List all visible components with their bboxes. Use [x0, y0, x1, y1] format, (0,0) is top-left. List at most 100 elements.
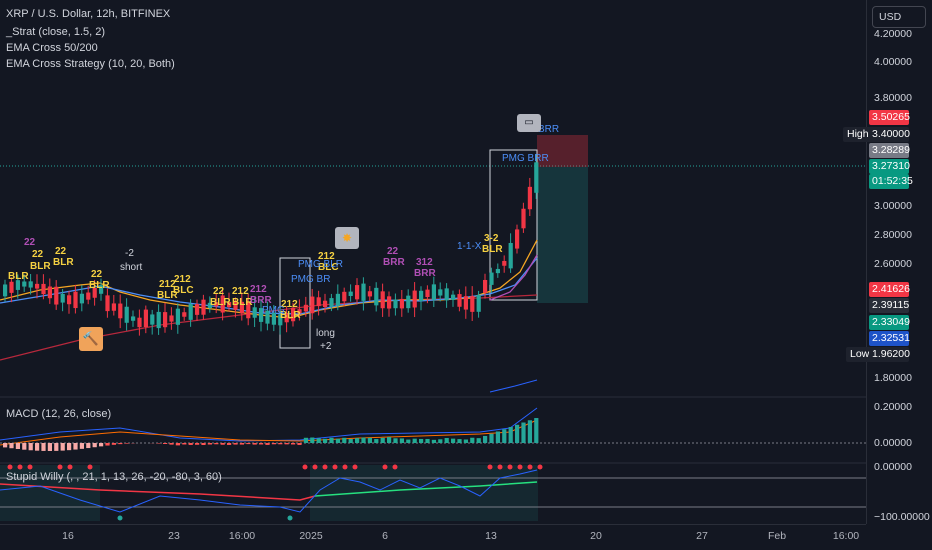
willy-dot — [342, 464, 348, 470]
time-tick: 2025 — [299, 530, 323, 542]
price-tag: 2.41626 — [869, 282, 910, 297]
candle — [470, 296, 475, 312]
price-tag-high: 3.40000 — [869, 127, 910, 142]
candle — [444, 288, 449, 301]
candle — [175, 308, 180, 325]
willy-dot — [487, 464, 493, 470]
price-tick: 4.00000 — [874, 56, 912, 68]
macd-bar — [220, 443, 225, 445]
candle — [406, 295, 411, 309]
price-tag-low: 1.96200 — [869, 347, 910, 362]
signal-label: 212 — [159, 279, 176, 290]
macd-bar — [335, 438, 340, 443]
signal-label: 212 — [318, 251, 335, 262]
candle — [335, 293, 340, 306]
macd-bar — [118, 443, 123, 445]
indicator-legend[interactable]: EMA Cross Strategy (10, 20, Both) — [6, 58, 175, 70]
candle — [259, 308, 264, 322]
candle — [22, 281, 27, 287]
price-tag: 2.33049 — [869, 315, 910, 330]
price-tick: 2.80000 — [874, 229, 912, 241]
candle — [502, 260, 507, 266]
macd-bar — [380, 437, 385, 443]
candle — [534, 162, 539, 193]
range-box — [489, 149, 538, 301]
willy-dot — [507, 464, 513, 470]
macd-bar — [86, 443, 91, 449]
willy-dot — [322, 464, 328, 470]
macd-bar — [227, 443, 232, 445]
macd-bar — [105, 443, 110, 446]
price-tick: 1.80000 — [874, 372, 912, 384]
candle — [374, 287, 379, 306]
candle — [521, 208, 526, 229]
macd-bar — [233, 443, 238, 445]
price-chart[interactable]: 22 BLR 22 BLR 22 BLR 22 BLR -2 short 212… — [0, 0, 866, 524]
willy-legend[interactable]: Stupid Willy (, , 21, 1, 13, 26, -20, -8… — [6, 471, 222, 483]
willy-dot — [517, 464, 523, 470]
candle — [476, 295, 481, 312]
macd-legend[interactable]: MACD (12, 26, close) — [6, 408, 112, 420]
signal-label: PMG BR — [291, 274, 331, 285]
candle — [105, 295, 110, 312]
hammer-icon[interactable]: 🔨 — [79, 327, 103, 351]
candle — [438, 289, 443, 296]
time-axis[interactable] — [0, 524, 866, 550]
macd-bar — [35, 443, 40, 451]
time-tick: 16:00 — [228, 530, 256, 542]
candle — [323, 300, 328, 308]
candle — [348, 291, 353, 297]
candle — [527, 186, 532, 210]
star-burst-icon[interactable]: ✸ — [335, 227, 359, 249]
candle — [246, 301, 251, 319]
candle — [252, 307, 257, 318]
signal-label: short — [120, 262, 143, 273]
willy-dot — [87, 464, 93, 470]
signal-label: 22 — [387, 246, 399, 257]
willy-dot — [497, 464, 503, 470]
indicator-legend[interactable]: EMA Cross 50/200 — [6, 42, 98, 54]
willy-tick: 0.00000 — [874, 461, 912, 473]
macd-bar — [495, 431, 500, 443]
signal-label: 312 — [416, 257, 433, 268]
indicator-legend[interactable]: _Strat (close, 1.5, 2) — [6, 26, 106, 38]
candle — [380, 291, 385, 309]
candle — [431, 284, 436, 300]
candle — [169, 315, 174, 322]
macd-bar — [297, 443, 302, 445]
macd-bar — [527, 420, 532, 443]
macd-signal-line — [0, 419, 538, 446]
macd-bar — [271, 443, 276, 445]
candle — [73, 291, 78, 309]
signal-label: BRR — [538, 124, 560, 135]
candle — [508, 242, 513, 269]
ema-purple-line — [489, 254, 538, 301]
macd-bar — [502, 429, 507, 443]
candle — [355, 285, 360, 300]
signal-label: 22 — [55, 246, 67, 257]
comment-icon[interactable]: ▭ — [517, 114, 541, 132]
candle — [265, 310, 270, 324]
signal-label: BRR — [383, 257, 405, 268]
price-tag: 3.28289 — [869, 143, 910, 158]
macd-bar — [111, 443, 116, 445]
willy-tick: −100.00000 — [874, 511, 930, 523]
candle — [220, 295, 225, 313]
signal-label: BLR — [8, 271, 29, 282]
chart-title[interactable]: XRP / U.S. Dollar, 12h, BITFINEX — [6, 8, 171, 20]
chart-canvas[interactable] — [0, 0, 866, 524]
currency-button[interactable]: USD — [872, 6, 926, 28]
candle — [195, 304, 200, 315]
signal-label: BLR — [30, 261, 51, 272]
macd-bar — [329, 437, 334, 443]
candle — [3, 284, 8, 297]
macd-bar — [195, 443, 200, 445]
willy-shade — [0, 465, 100, 521]
candle — [35, 283, 40, 289]
willy-dot — [392, 464, 398, 470]
macd-bar — [22, 443, 27, 450]
macd-bar — [291, 443, 296, 445]
signal-label: BLR — [280, 310, 301, 321]
time-tick: 16 — [62, 530, 74, 542]
price-axis[interactable] — [866, 0, 932, 524]
